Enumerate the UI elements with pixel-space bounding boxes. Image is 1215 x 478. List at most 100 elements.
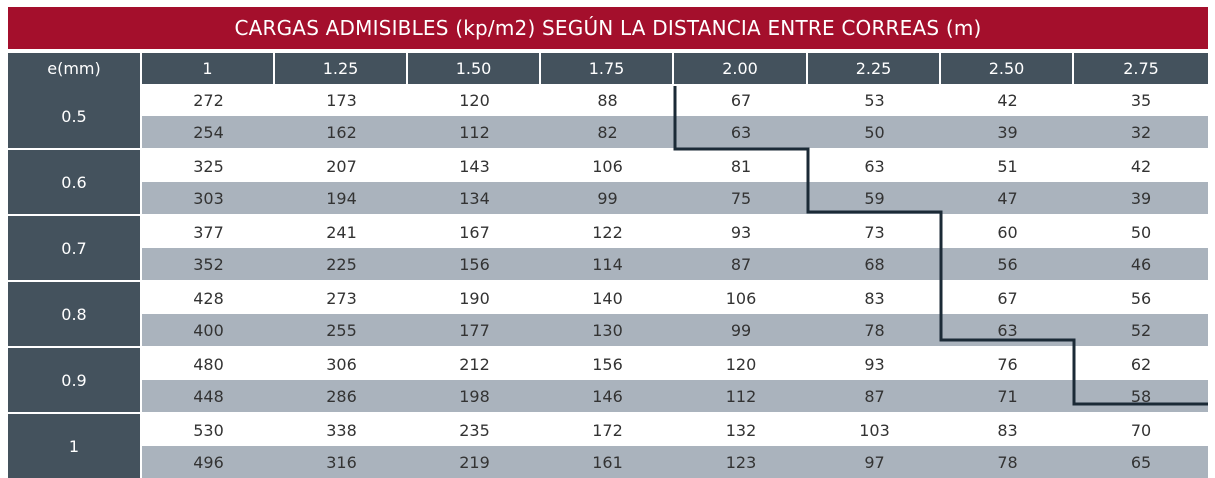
load-value-cell: 52 <box>1074 314 1208 346</box>
thickness-cell: 0.7 <box>8 214 142 280</box>
load-value-cell: 35 <box>1074 84 1208 116</box>
load-value-cell: 194 <box>275 182 408 214</box>
load-value-cell: 83 <box>941 412 1074 446</box>
load-value-cell: 162 <box>275 116 408 148</box>
table-row: 303 194 134 99 75 59 47 39 <box>8 182 1208 214</box>
header-distance: 1 <box>142 53 275 84</box>
load-value-cell: 325 <box>142 148 275 182</box>
load-value-cell: 56 <box>941 248 1074 280</box>
header-distance: 1.50 <box>408 53 541 84</box>
load-value-cell: 112 <box>408 116 541 148</box>
header-distance: 1.75 <box>541 53 674 84</box>
table-row: 0.5 272 173 120 88 67 53 42 35 <box>8 84 1208 148</box>
load-value-cell: 130 <box>541 314 674 346</box>
load-value-cell: 42 <box>1074 148 1208 182</box>
header-distance: 1.25 <box>275 53 408 84</box>
load-value-cell: 63 <box>808 148 941 182</box>
load-value-cell: 82 <box>541 116 674 148</box>
table-row: 400 255 177 130 99 78 63 52 <box>8 314 1208 346</box>
load-value-cell: 219 <box>408 446 541 478</box>
load-value-cell: 306 <box>275 346 408 380</box>
load-value-cell: 60 <box>941 214 1074 248</box>
load-value-cell: 75 <box>674 182 808 214</box>
load-value-cell: 177 <box>408 314 541 346</box>
load-value-cell: 207 <box>275 148 408 182</box>
load-value-cell: 172 <box>541 412 674 446</box>
thickness-cell: 0.9 <box>8 346 142 412</box>
load-value-cell: 338 <box>275 412 408 446</box>
thickness-cell: 1 <box>8 412 142 478</box>
load-value-cell: 286 <box>275 380 408 412</box>
load-value-cell: 146 <box>541 380 674 412</box>
load-value-cell: 93 <box>808 346 941 380</box>
load-value-cell: 400 <box>142 314 275 346</box>
load-value-cell: 67 <box>941 280 1074 314</box>
load-value-cell: 530 <box>142 412 275 446</box>
load-value-cell: 212 <box>408 346 541 380</box>
table-title: CARGAS ADMISIBLES (kp/m2) SEGÚN LA DISTA… <box>8 7 1208 49</box>
load-value-cell: 78 <box>941 446 1074 478</box>
load-value-cell: 39 <box>941 116 1074 148</box>
load-value-cell: 235 <box>408 412 541 446</box>
load-value-cell: 93 <box>674 214 808 248</box>
load-value-cell: 58 <box>1074 380 1208 412</box>
load-value-cell: 352 <box>142 248 275 280</box>
load-value-cell: 496 <box>142 446 275 478</box>
load-value-cell: 53 <box>808 84 941 116</box>
load-value-cell: 114 <box>541 248 674 280</box>
load-value-cell: 51 <box>941 148 1074 182</box>
load-value-cell: 62 <box>1074 346 1208 380</box>
load-value-cell: 42 <box>941 84 1074 116</box>
load-value-cell: 190 <box>408 280 541 314</box>
load-value-cell: 106 <box>674 280 808 314</box>
load-value-cell: 123 <box>674 446 808 478</box>
load-value-cell: 47 <box>941 182 1074 214</box>
load-value-cell: 88 <box>541 84 674 116</box>
load-value-cell: 106 <box>541 148 674 182</box>
load-value-cell: 377 <box>142 214 275 248</box>
load-value-cell: 50 <box>808 116 941 148</box>
load-value-cell: 76 <box>941 346 1074 380</box>
load-value-cell: 161 <box>541 446 674 478</box>
table-row: 0.6 325 207 143 106 81 63 51 42 <box>8 148 1208 214</box>
table-row: 448 286 198 146 112 87 71 58 <box>8 380 1208 412</box>
load-value-cell: 32 <box>1074 116 1208 148</box>
load-value-cell: 448 <box>142 380 275 412</box>
header-distance: 2.00 <box>674 53 808 84</box>
table-row: 0.8 428 273 190 140 106 83 67 56 <box>8 280 1208 346</box>
load-value-cell: 65 <box>1074 446 1208 478</box>
load-value-cell: 63 <box>674 116 808 148</box>
load-value-cell: 71 <box>941 380 1074 412</box>
table-row: 254 162 112 82 63 50 39 32 <box>8 116 1208 148</box>
load-value-cell: 255 <box>275 314 408 346</box>
load-value-cell: 167 <box>408 214 541 248</box>
load-value-cell: 303 <box>142 182 275 214</box>
load-value-cell: 254 <box>142 116 275 148</box>
load-value-cell: 273 <box>275 280 408 314</box>
load-value-cell: 122 <box>541 214 674 248</box>
load-value-cell: 140 <box>541 280 674 314</box>
header-distance: 2.25 <box>808 53 941 84</box>
table-row: 1 530 338 235 172 132 103 83 70 <box>8 412 1208 478</box>
load-value-cell: 99 <box>674 314 808 346</box>
load-value-cell: 156 <box>408 248 541 280</box>
load-value-cell: 112 <box>674 380 808 412</box>
thickness-cell: 0.8 <box>8 280 142 346</box>
load-value-cell: 56 <box>1074 280 1208 314</box>
thickness-cell: 0.5 <box>8 84 142 148</box>
load-value-cell: 173 <box>275 84 408 116</box>
load-value-cell: 480 <box>142 346 275 380</box>
load-value-cell: 46 <box>1074 248 1208 280</box>
load-value-cell: 81 <box>674 148 808 182</box>
load-value-cell: 120 <box>408 84 541 116</box>
load-value-cell: 316 <box>275 446 408 478</box>
load-value-cell: 83 <box>808 280 941 314</box>
load-value-cell: 70 <box>1074 412 1208 446</box>
load-value-cell: 272 <box>142 84 275 116</box>
load-value-cell: 99 <box>541 182 674 214</box>
load-value-cell: 198 <box>408 380 541 412</box>
table-row: 352 225 156 114 87 68 56 46 <box>8 248 1208 280</box>
load-value-cell: 120 <box>674 346 808 380</box>
header-thickness: e(mm) <box>8 53 142 84</box>
load-value-cell: 134 <box>408 182 541 214</box>
